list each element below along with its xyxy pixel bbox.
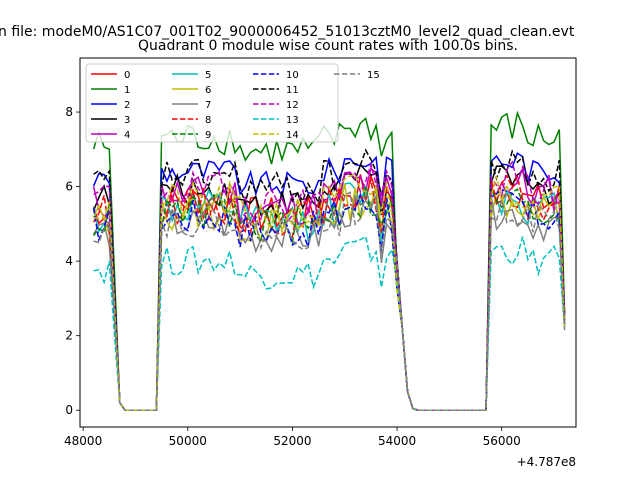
- x-tick-label: 48000: [64, 434, 102, 448]
- y-tick-label: 6: [65, 180, 73, 194]
- x-tick-label: 56000: [483, 434, 521, 448]
- plot-lines: [92, 110, 566, 411]
- series-line-9: [92, 186, 566, 411]
- x-axis: 48000 50000 52000 54000 56000: [64, 427, 521, 448]
- legend-label-7: 7: [205, 100, 211, 111]
- legend-label-3: 3: [124, 115, 130, 126]
- figure-suptitle: n file: modeM0/AS1C07_001T02_9000006452_…: [0, 24, 575, 40]
- legend-label-9: 9: [205, 130, 211, 141]
- legend-label-2: 2: [124, 100, 130, 111]
- y-tick-label: 4: [65, 254, 73, 268]
- legend-label-11: 11: [286, 85, 299, 96]
- legend-label-4: 4: [124, 130, 130, 141]
- legend-label-13: 13: [286, 115, 299, 126]
- series-line-14: [93, 174, 566, 411]
- legend-label-8: 8: [205, 115, 211, 126]
- y-tick-label: 2: [65, 329, 73, 343]
- y-axis: 0 2 4 6 8: [65, 105, 80, 417]
- legend-label-0: 0: [124, 70, 130, 81]
- series-line-13: [93, 235, 566, 411]
- legend-label-15: 15: [367, 70, 380, 81]
- legend-label-5: 5: [205, 70, 211, 81]
- legend-label-12: 12: [286, 100, 299, 111]
- x-axis-offset-text: +4.787e8: [517, 455, 576, 469]
- legend-label-10: 10: [286, 70, 299, 81]
- legend-label-14: 14: [286, 130, 299, 141]
- x-tick-label: 54000: [378, 434, 416, 448]
- x-tick-label: 50000: [169, 434, 207, 448]
- series-line-10: [92, 188, 566, 411]
- axes-frame: [79, 57, 577, 428]
- legend-label-6: 6: [205, 85, 211, 96]
- y-tick-label: 8: [65, 105, 73, 119]
- x-tick-label: 52000: [273, 434, 311, 448]
- chart-title: Quadrant 0 module wise count rates with …: [138, 38, 518, 54]
- y-tick-label: 0: [65, 403, 73, 417]
- legend-label-1: 1: [124, 85, 130, 96]
- legend-box: [85, 63, 339, 143]
